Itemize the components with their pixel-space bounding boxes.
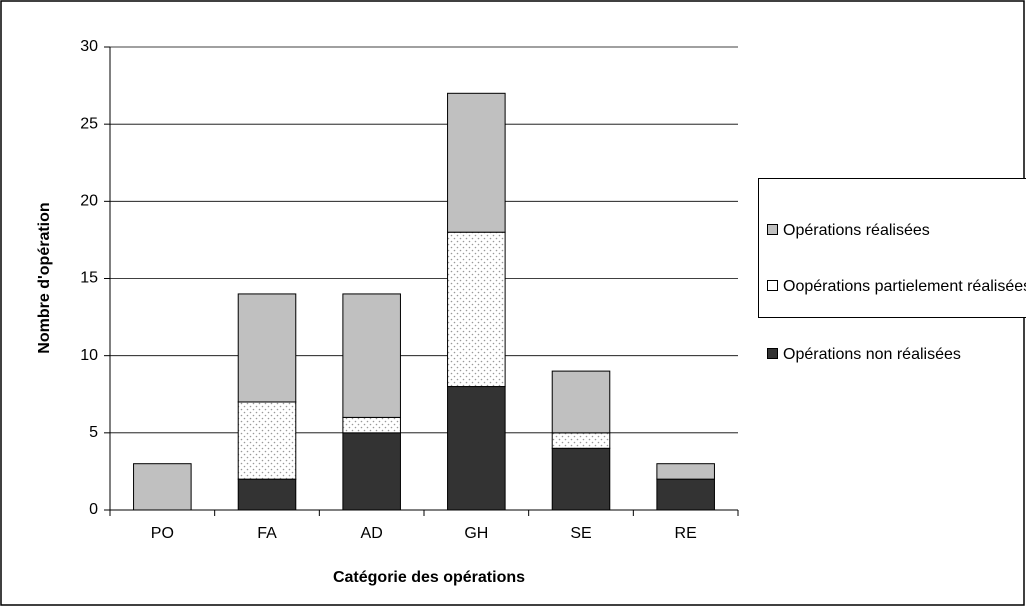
legend-label: Oopérations partielement réalisées — [783, 278, 1026, 295]
y-tick-label: 5 — [89, 424, 98, 441]
x-tick-label: FA — [257, 525, 277, 542]
bar-segment — [551, 447, 611, 511]
bar-segment — [133, 463, 192, 511]
legend-entry: Opérations non réalisées — [767, 344, 1026, 366]
legend-entry: Opérations réalisées — [767, 220, 1026, 242]
y-tick-label: 30 — [80, 38, 98, 55]
legend-label: Opérations réalisées — [783, 222, 930, 239]
bar-segment — [551, 370, 611, 434]
bar-segment — [237, 401, 297, 480]
x-axis-label: Catégorie des opérations — [333, 569, 525, 586]
legend-swatch — [767, 280, 778, 291]
legend: Opérations non réalisées Oopérations part… — [758, 178, 1026, 363]
y-tick-label: 10 — [80, 347, 98, 364]
legend-swatch — [767, 348, 778, 359]
x-tick-label: RE — [675, 525, 697, 542]
x-tick-label: GH — [464, 525, 488, 542]
legend-label: Opérations non réalisées — [783, 346, 961, 363]
y-tick-label: 25 — [80, 115, 98, 132]
bar-segment — [237, 293, 297, 403]
bar-segment — [342, 293, 401, 418]
bar-segment — [447, 231, 506, 388]
bar-segment — [656, 463, 715, 480]
bar-segment — [342, 416, 401, 434]
bar-segment — [237, 478, 297, 511]
x-tick-label: SE — [570, 525, 591, 542]
bar-segment — [342, 432, 401, 511]
y-axis-label: Nombre d'opération — [36, 202, 53, 353]
bar-segment — [551, 432, 611, 449]
x-tick-label: PO — [151, 525, 174, 542]
bar-segment — [656, 478, 715, 511]
legend-entry: Oopérations partielement réalisées — [767, 276, 1026, 298]
bar-segment — [447, 386, 506, 511]
legend-swatch — [767, 224, 778, 235]
y-tick-label: 20 — [80, 193, 98, 210]
y-tick-label: 15 — [80, 270, 98, 287]
x-tick-label: AD — [361, 525, 383, 542]
bar-segment — [447, 92, 506, 233]
y-tick-label: 0 — [89, 501, 98, 518]
